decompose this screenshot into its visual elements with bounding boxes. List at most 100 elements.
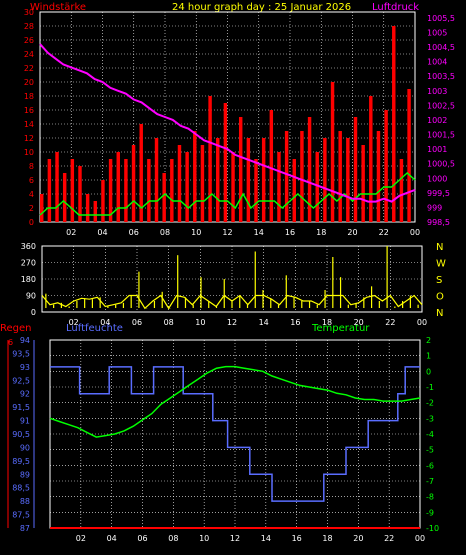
x-tick-label: 14 xyxy=(254,228,264,237)
wind-bar xyxy=(292,159,296,222)
x-tick-label: 18 xyxy=(322,534,332,543)
humidity-line xyxy=(50,366,420,502)
wind-tick-label: 16 xyxy=(24,106,34,115)
dir-tick-label: 270 xyxy=(21,259,36,268)
wind-bar xyxy=(216,138,220,222)
humidity-tick-label: 89,5 xyxy=(12,457,30,466)
x-tick-label: 02 xyxy=(76,534,86,543)
humidity-tick-label: 88 xyxy=(20,497,30,506)
x-tick-label: 10 xyxy=(199,534,209,543)
wind-bar xyxy=(78,166,82,222)
wind-bar xyxy=(338,131,342,222)
wind-bar xyxy=(208,96,212,222)
pressure-tick-label: 1003 xyxy=(427,87,447,96)
direction-label: S xyxy=(436,275,442,286)
wind-bar xyxy=(254,159,258,222)
x-tick-label: 12 xyxy=(230,534,240,543)
wind-bar xyxy=(131,145,136,222)
wind-bar xyxy=(85,194,90,222)
rain-tick-label: 6 xyxy=(8,338,13,347)
x-tick-label: 04 xyxy=(100,318,110,327)
wind-bar xyxy=(307,117,312,222)
temperature-tick-label: -10 xyxy=(426,524,439,533)
dir-tick-label: 0 xyxy=(31,308,36,317)
wind-tick-label: 12 xyxy=(24,134,34,143)
wind-bar xyxy=(392,26,396,222)
chart-layer: 024681012141618202224262830998,5999999,5… xyxy=(7,8,455,543)
wind-tick-label: 22 xyxy=(24,64,34,73)
x-tick-label: 08 xyxy=(168,534,178,543)
humidity-tick-label: 90 xyxy=(20,443,30,452)
temperature-tick-label: -6 xyxy=(426,461,434,470)
wind-tick-label: 26 xyxy=(24,36,34,45)
wind-bar xyxy=(369,96,373,222)
wind-tick-label: 8 xyxy=(29,162,34,171)
wind-bar xyxy=(223,103,228,222)
temperature-label: Temperatur xyxy=(311,323,370,334)
wind-tick-label: 20 xyxy=(24,78,34,87)
pressure-tick-label: 999 xyxy=(427,203,442,212)
wind-bar xyxy=(353,117,358,222)
dir-tick-label: 360 xyxy=(21,242,36,251)
humidity-tick-label: 92,5 xyxy=(12,376,30,385)
x-tick-label: 02 xyxy=(66,228,76,237)
wind-tick-label: 30 xyxy=(24,8,34,17)
wind-tick-label: 0 xyxy=(29,218,34,227)
humidity-tick-label: 88,5 xyxy=(12,484,30,493)
wind-bar xyxy=(70,159,75,222)
pressure-tick-label: 1005,5 xyxy=(427,14,455,23)
wind-bar xyxy=(361,145,365,222)
wind-bar xyxy=(108,159,113,222)
temperature-tick-label: -2 xyxy=(426,399,434,408)
wind-tick-label: 18 xyxy=(24,92,34,101)
wind-bar xyxy=(40,194,44,222)
x-tick-label: 22 xyxy=(384,534,394,543)
pressure-axis-label: Luftdruck xyxy=(372,2,419,13)
x-tick-label: 20 xyxy=(353,534,363,543)
temperature-tick-label: 0 xyxy=(426,367,431,376)
temperature-tick-label: -8 xyxy=(426,493,434,502)
wind-bar xyxy=(315,152,319,222)
x-tick-label: 02 xyxy=(69,318,79,327)
pressure-line xyxy=(39,43,416,203)
temperature-tick-label: -9 xyxy=(426,508,434,517)
humidity-tick-label: 87 xyxy=(20,524,30,533)
wind-bar xyxy=(407,89,411,222)
temperature-tick-label: 1 xyxy=(426,352,431,361)
wind-bar xyxy=(261,138,266,222)
temperature-tick-label: -5 xyxy=(426,446,434,455)
wind-bar xyxy=(238,117,243,222)
wind-tick-label: 4 xyxy=(29,190,34,199)
pressure-tick-label: 1002 xyxy=(427,116,447,125)
wind-bar xyxy=(246,138,251,222)
humidity-tick-label: 90,5 xyxy=(12,430,30,439)
wind-bar xyxy=(231,152,235,222)
wind-tick-label: 28 xyxy=(24,22,34,31)
temperature-tick-label: -1 xyxy=(426,383,434,392)
humidity-tick-label: 91 xyxy=(20,417,30,426)
wind-bar xyxy=(384,110,388,222)
temperature-tick-label: 2 xyxy=(426,336,431,345)
wind-bar xyxy=(277,152,281,222)
x-tick-label: 18 xyxy=(322,318,332,327)
wind-bar xyxy=(147,159,151,222)
dir-tick-label: 180 xyxy=(21,275,36,284)
wind-tick-label: 6 xyxy=(29,176,34,185)
x-tick-label: 10 xyxy=(191,228,201,237)
x-tick-label: 08 xyxy=(160,228,170,237)
temperature-line xyxy=(49,365,421,438)
x-tick-label: 20 xyxy=(354,318,364,327)
humidity-tick-label: 87,5 xyxy=(12,511,30,520)
wind-tick-label: 24 xyxy=(24,50,34,59)
x-tick-label: 14 xyxy=(259,318,269,327)
x-tick-label: 00 xyxy=(417,318,427,327)
wind-bar xyxy=(124,159,128,222)
wind-bar xyxy=(376,131,381,222)
wind-bar xyxy=(330,82,335,222)
pressure-tick-label: 1004 xyxy=(427,58,447,67)
direction-label: N xyxy=(436,242,443,253)
x-tick-label: 16 xyxy=(292,534,302,543)
wind-bar xyxy=(269,110,274,222)
wind-tick-label: 10 xyxy=(24,148,34,157)
